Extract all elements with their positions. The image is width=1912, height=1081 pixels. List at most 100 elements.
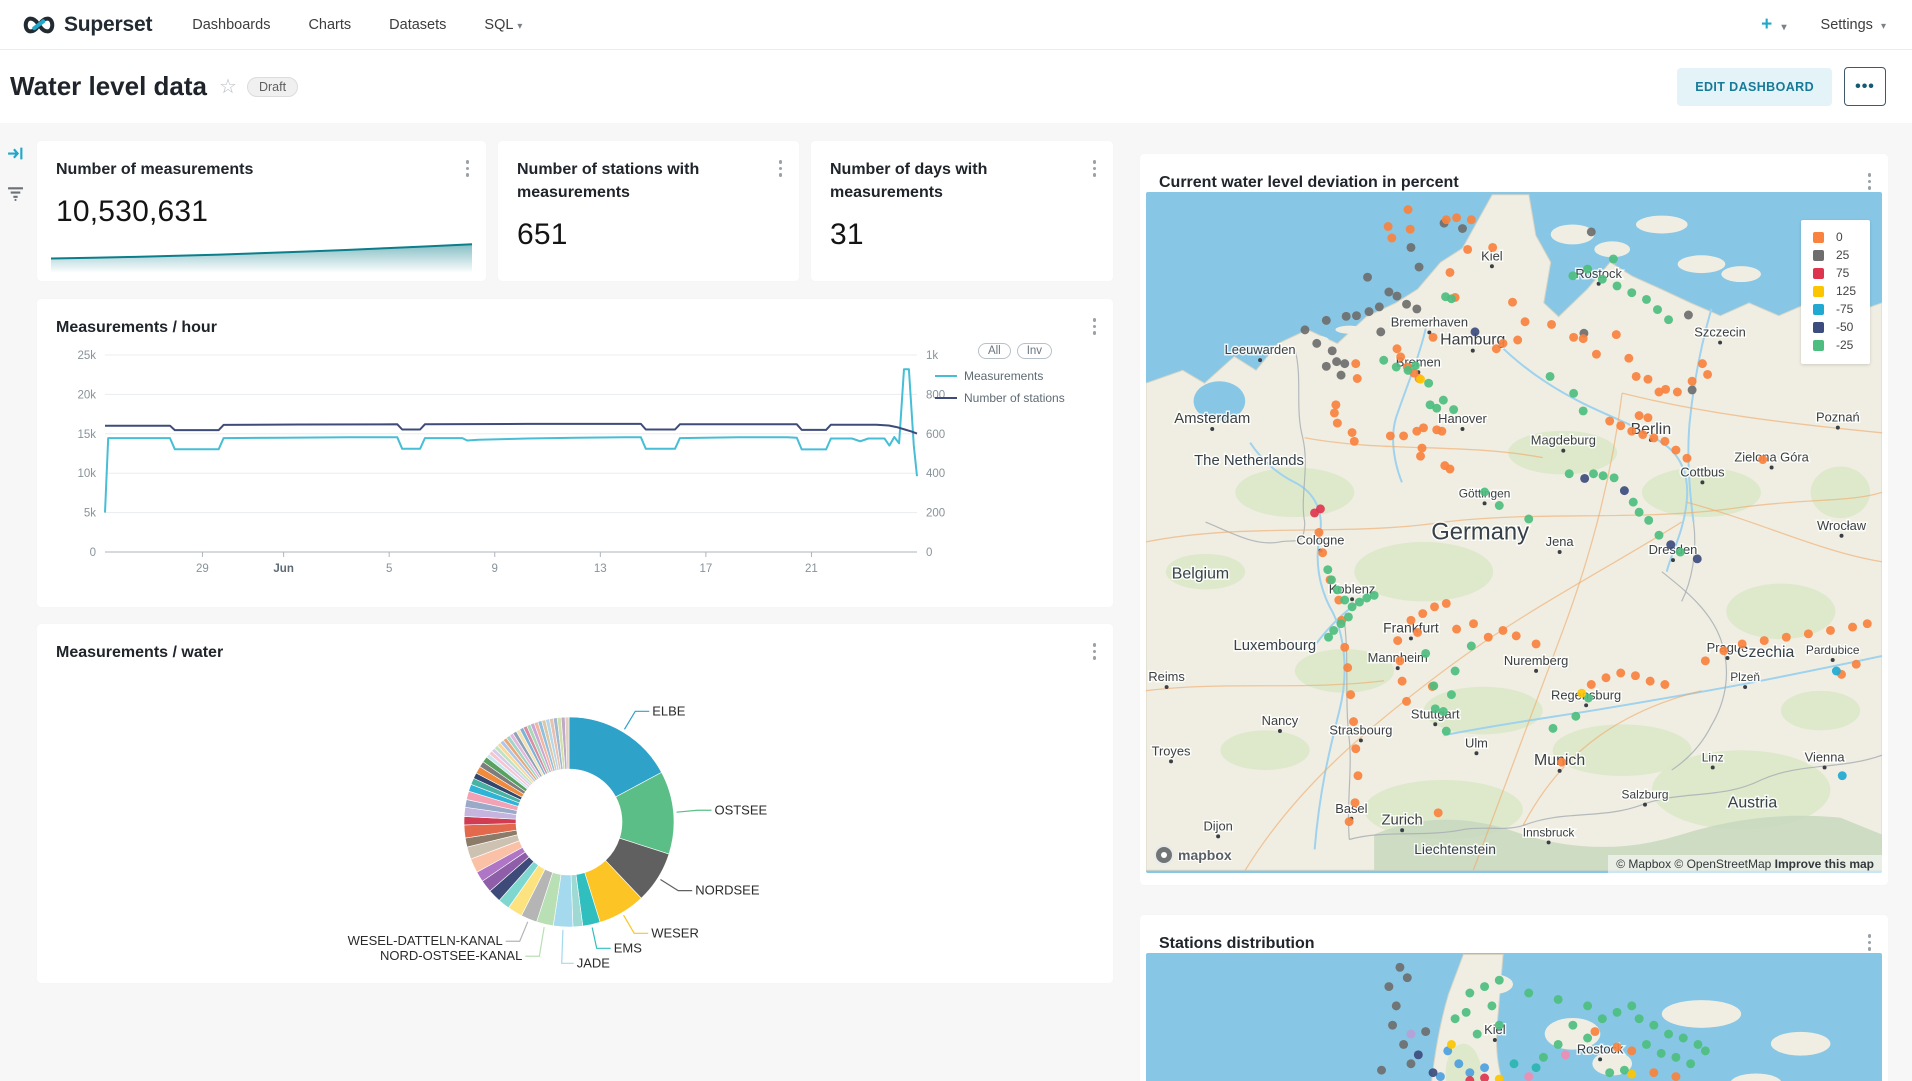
station-dot (1442, 599, 1451, 608)
filter-icon[interactable] (7, 184, 24, 201)
station-dot (1610, 473, 1619, 482)
legend-line-swatch (935, 375, 957, 377)
nav-item-charts[interactable]: Charts (308, 17, 351, 33)
new-item-button[interactable]: + ▾ (1761, 14, 1786, 36)
station-dot (1328, 346, 1337, 355)
nav-item-dashboards[interactable]: Dashboards (192, 17, 270, 33)
station-dot (1351, 359, 1360, 368)
donut-chart[interactable]: ELBEOSTSEENORDSEEWESEREMSJADENORD-OSTSEE… (37, 624, 1113, 983)
station-dot (1703, 370, 1712, 379)
station-dot (1413, 628, 1422, 637)
map-label-wrocław: Wrocław (1817, 518, 1867, 533)
station-dot (1635, 411, 1644, 420)
station-dot (1624, 354, 1633, 363)
nav-item-datasets[interactable]: Datasets (389, 17, 446, 33)
card-menu-button[interactable] (1865, 931, 1875, 954)
svg-text:600: 600 (926, 429, 945, 441)
legend-item[interactable]: Number of stations (935, 391, 1095, 405)
station-dot (1314, 528, 1323, 537)
station-dot (1392, 1001, 1401, 1010)
favorite-star-icon[interactable]: ☆ (219, 74, 237, 99)
svg-text:21: 21 (805, 563, 818, 575)
legend-value: -25 (1836, 338, 1853, 352)
station-dot (1557, 758, 1566, 767)
station-dot (1627, 1001, 1636, 1010)
station-dot (1583, 1001, 1592, 1010)
station-dot (1682, 454, 1691, 463)
station-dot (1333, 419, 1342, 428)
svg-text:5: 5 (386, 563, 392, 575)
station-dot (1480, 488, 1489, 497)
settings-menu[interactable]: Settings ▾ (1821, 17, 1886, 33)
station-dot (1671, 446, 1680, 455)
expand-filter-bar-icon[interactable] (7, 145, 24, 162)
deviation-map[interactable]: KielRostockSzczecinBremerhavenHamburgLee… (1146, 192, 1882, 873)
station-dot (1649, 1068, 1658, 1077)
station-dot (1415, 263, 1424, 272)
nav-item-sql[interactable]: SQL▾ (484, 17, 522, 33)
station-dot (1863, 619, 1872, 628)
station-dot (1406, 1059, 1415, 1068)
map-label-cottbus: Cottbus (1680, 464, 1724, 479)
map-label-pardubice: Pardubice (1806, 643, 1860, 657)
station-dot (1376, 327, 1385, 336)
station-dot (1565, 469, 1574, 478)
map-legend-row: 25 (1813, 248, 1856, 262)
station-dot (1701, 1046, 1710, 1055)
card-menu-button[interactable] (1865, 170, 1875, 193)
stations-map[interactable]: KielRostock (1146, 953, 1882, 1081)
chevron-down-icon: ▾ (1782, 22, 1787, 33)
station-dot (1579, 406, 1588, 415)
station-dot (1377, 1066, 1386, 1075)
station-dot (1387, 234, 1396, 243)
station-dot (1590, 1027, 1599, 1036)
map-label-linz: Linz (1702, 750, 1724, 764)
card-menu-button[interactable] (776, 157, 786, 180)
card-menu-button[interactable] (1090, 157, 1100, 180)
station-dot (1512, 631, 1521, 640)
more-options-button[interactable]: ••• (1844, 67, 1886, 106)
station-dot (1434, 808, 1443, 817)
improve-map-link[interactable]: Improve this map (1775, 857, 1874, 871)
station-dot (1379, 356, 1388, 365)
station-dot (1354, 771, 1363, 780)
station-dot (1688, 386, 1697, 395)
station-dot (1469, 619, 1478, 628)
card-menu-button[interactable] (1090, 315, 1100, 338)
superset-logo[interactable]: Superset (22, 13, 152, 37)
mapbox-logo[interactable]: mapbox (1154, 845, 1232, 865)
station-dot (1568, 271, 1577, 280)
station-dot (1613, 281, 1622, 290)
card-menu-button[interactable] (463, 157, 473, 180)
station-dot (1316, 504, 1325, 513)
station-dot (1452, 213, 1461, 222)
station-dot (1465, 989, 1474, 998)
edit-dashboard-button[interactable]: EDIT DASHBOARD (1677, 68, 1832, 106)
station-dot (1462, 1008, 1471, 1017)
station-dot (1327, 575, 1336, 584)
station-dot (1340, 596, 1349, 605)
station-dot (1612, 330, 1621, 339)
station-dot (1635, 1014, 1644, 1023)
map-legend-row: 0 (1813, 230, 1856, 244)
station-dot (1661, 385, 1670, 394)
station-dot (1465, 1068, 1474, 1077)
legend-all-button[interactable]: All (978, 343, 1011, 359)
svg-text:15k: 15k (77, 429, 96, 441)
station-dot (1646, 677, 1655, 686)
station-dot (1432, 404, 1441, 413)
station-dot (1463, 245, 1472, 254)
station-dot (1569, 389, 1578, 398)
legend-swatch (1813, 322, 1824, 333)
station-dot (1418, 444, 1427, 453)
station-dot (1627, 1070, 1636, 1079)
station-dot (1399, 431, 1408, 440)
station-dot (1580, 474, 1589, 483)
legend-inv-button[interactable]: Inv (1017, 343, 1052, 359)
station-dot (1471, 327, 1480, 336)
legend-label: Measurements (964, 369, 1043, 383)
legend-item[interactable]: Measurements (935, 369, 1095, 383)
chart-title: Stations distribution (1140, 915, 1888, 955)
station-dot (1664, 315, 1673, 324)
station-dot (1546, 372, 1555, 381)
